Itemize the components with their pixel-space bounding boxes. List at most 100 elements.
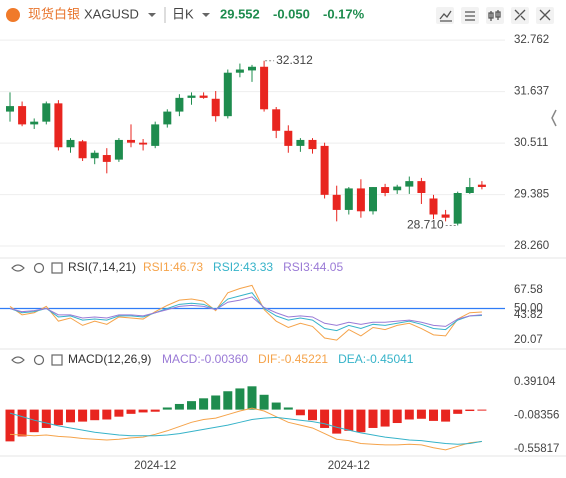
macd-bar xyxy=(283,407,293,410)
eye-icon[interactable] xyxy=(11,356,25,364)
candle-body xyxy=(332,194,341,210)
macd-bar xyxy=(259,394,269,410)
dropdown-arrow[interactable] xyxy=(202,13,210,17)
macd-bar xyxy=(368,409,378,428)
candle-body xyxy=(211,98,220,117)
candle-body xyxy=(393,186,402,191)
tool-icon xyxy=(439,10,452,22)
y-tick-label: 28.260 xyxy=(514,240,549,252)
macd-bar xyxy=(41,409,51,428)
candle-body xyxy=(260,66,269,110)
legend-entry: RSI2:43.33 xyxy=(213,260,273,274)
symbol[interactable]: XAGUSD xyxy=(84,6,139,21)
macd-bar xyxy=(5,409,15,442)
symbol-icon xyxy=(6,8,20,22)
candle-body xyxy=(187,95,196,98)
candle-body xyxy=(6,106,14,112)
macd-bar xyxy=(404,409,414,420)
high-annotation: 32.312 xyxy=(276,53,313,67)
y-tick-label: -0.08356 xyxy=(514,410,559,422)
macd-bar xyxy=(102,409,112,420)
low-annotation: 28.710 xyxy=(407,218,444,232)
candle-body xyxy=(151,124,160,146)
candle-body xyxy=(42,103,51,122)
macd-title: MACD(12,26,9) xyxy=(68,352,151,366)
y-tick-label: 67.58 xyxy=(514,284,543,296)
candle-body xyxy=(453,192,462,224)
candle-body xyxy=(54,103,63,148)
macd-bar xyxy=(465,409,475,412)
instrument-name[interactable]: 现货白银 xyxy=(28,6,80,21)
macd-bar xyxy=(320,409,330,428)
tool-icon xyxy=(514,9,526,21)
macd-bar xyxy=(199,398,209,410)
macd-bar xyxy=(392,409,402,424)
candle-body xyxy=(30,121,39,125)
legend-entry: RSI1:46.73 xyxy=(143,260,203,274)
candle-body xyxy=(429,198,438,215)
candle-body xyxy=(344,188,353,210)
macd-bar xyxy=(235,388,245,410)
macd-bar xyxy=(90,409,100,421)
y-tick-label: 31.637 xyxy=(514,86,549,98)
eye-icon[interactable] xyxy=(11,264,25,272)
candle-body xyxy=(139,142,148,145)
macd-bar xyxy=(441,409,451,422)
y-tick-label: 50.00 xyxy=(514,303,543,315)
indicator-line xyxy=(9,296,482,327)
panel-box-icon[interactable] xyxy=(51,262,63,274)
x-tick-label: 2024-12 xyxy=(328,460,370,472)
gear-icon[interactable] xyxy=(33,354,45,366)
macd-bar xyxy=(17,409,27,437)
macd-bar xyxy=(223,391,233,410)
gear-icon[interactable] xyxy=(33,262,45,274)
candle-body xyxy=(417,181,426,193)
macd-bar xyxy=(114,409,124,417)
candle-body xyxy=(381,187,390,193)
y-tick-label: 0.39104 xyxy=(514,376,556,388)
candle-body xyxy=(102,155,111,162)
macd-bar xyxy=(211,395,221,410)
candle-body xyxy=(369,187,377,212)
macd-bar xyxy=(295,409,305,416)
candle-body xyxy=(405,181,414,187)
dropdown-arrow[interactable] xyxy=(148,13,156,17)
candle-body xyxy=(356,188,365,212)
period[interactable]: 日K xyxy=(172,6,194,21)
macd-bar xyxy=(356,409,366,433)
candle-body xyxy=(66,139,75,148)
candle-body xyxy=(90,152,99,159)
y-tick-label: 32.762 xyxy=(514,34,549,46)
panel-box-icon[interactable] xyxy=(51,354,63,366)
candle-body xyxy=(477,184,486,187)
macd-bar xyxy=(308,409,317,421)
percent-change: -0.17% xyxy=(323,6,365,21)
macd-bar xyxy=(29,409,39,433)
candle-body xyxy=(296,139,305,146)
y-tick-label: 43.82 xyxy=(514,309,543,321)
candle-body xyxy=(441,214,450,218)
macd-bar xyxy=(162,407,172,410)
indicator-line xyxy=(9,292,482,332)
collapse-arrow[interactable] xyxy=(551,109,557,127)
macd-bar xyxy=(126,409,136,414)
macd-bar xyxy=(138,409,148,413)
candle-body xyxy=(308,139,317,150)
tool-icon xyxy=(488,10,501,21)
panel-icons xyxy=(11,262,63,366)
indicator-line xyxy=(9,407,482,451)
macd-bar xyxy=(344,409,354,431)
candle-body xyxy=(223,72,232,117)
legend-entry: RSI3:44.05 xyxy=(283,260,343,274)
macd-bar xyxy=(53,409,63,426)
y-tick-label: 20.07 xyxy=(514,334,543,346)
macd-bar xyxy=(187,401,196,410)
last-price: 29.552 xyxy=(220,6,260,21)
candle-body xyxy=(78,141,87,159)
macd-bar xyxy=(78,409,88,422)
macd-bar xyxy=(332,409,342,434)
macd-bar xyxy=(416,409,426,419)
y-tick-label: 30.511 xyxy=(514,137,548,149)
candle-body xyxy=(284,130,293,146)
